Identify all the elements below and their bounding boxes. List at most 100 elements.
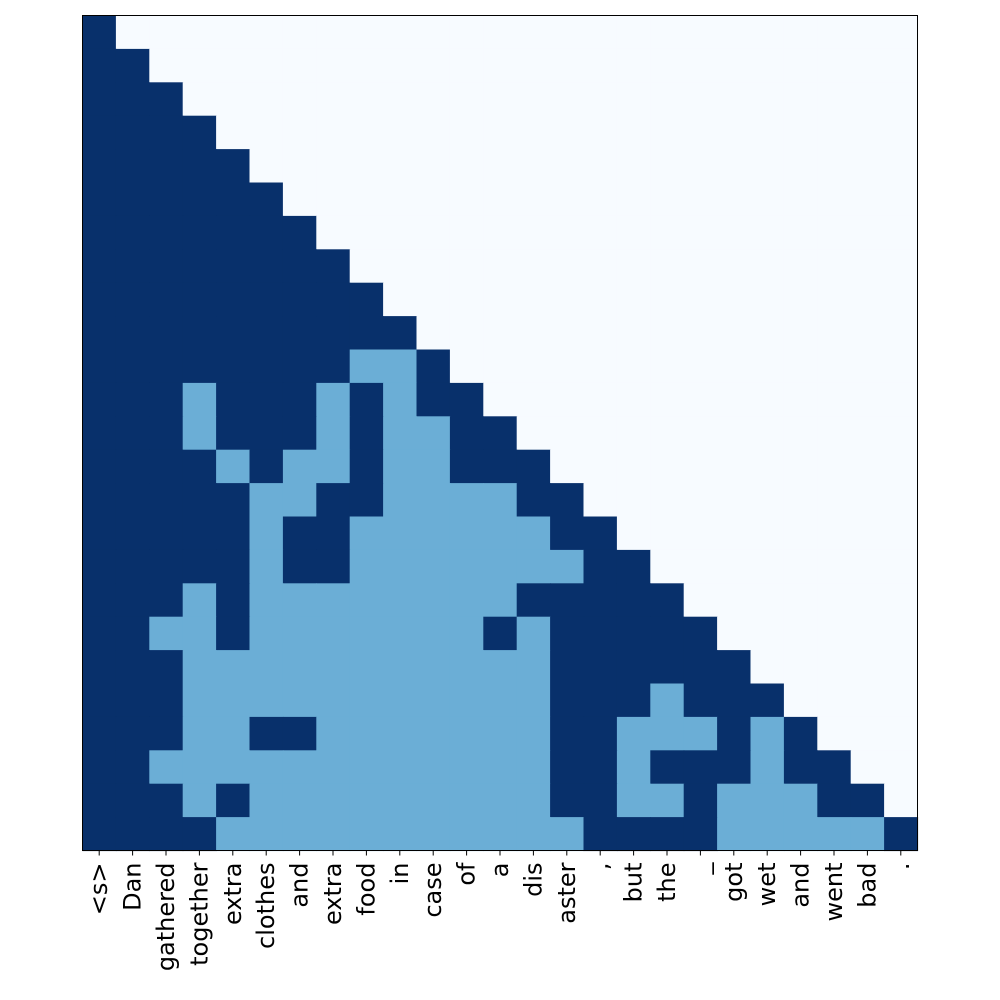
heatmap-cell (783, 282, 818, 317)
heatmap-cell (483, 650, 518, 685)
heatmap-cell (349, 783, 384, 818)
heatmap-cell (650, 650, 685, 685)
heatmap-cell (850, 416, 885, 451)
heatmap-cell (383, 182, 418, 217)
heatmap-cell (683, 115, 718, 150)
heatmap-cell (616, 549, 651, 584)
heatmap-cell (550, 215, 585, 250)
heatmap-cell (115, 149, 150, 184)
heatmap-cell (383, 15, 418, 50)
heatmap-cell (516, 750, 551, 785)
heatmap-cell (884, 316, 919, 351)
heatmap-cell (516, 516, 551, 551)
heatmap-cell (550, 783, 585, 818)
heatmap-cell (550, 449, 585, 484)
heatmap-cell (616, 249, 651, 284)
heatmap-cell (817, 48, 852, 83)
heatmap-cell (115, 215, 150, 250)
x-tick-label: got (720, 863, 748, 902)
heatmap-cell (282, 750, 317, 785)
heatmap-cell (115, 817, 150, 852)
heatmap-cell (149, 616, 184, 651)
heatmap-cell (783, 249, 818, 284)
heatmap-cell (483, 149, 518, 184)
x-tick-label: wet (753, 863, 781, 907)
heatmap-cell (483, 583, 518, 618)
heatmap-cell (249, 483, 284, 518)
heatmap-cell (583, 583, 618, 618)
heatmap-cell (817, 683, 852, 718)
heatmap-cell (516, 382, 551, 417)
heatmap-cell (750, 149, 785, 184)
heatmap-cell (850, 316, 885, 351)
heatmap-cell (817, 549, 852, 584)
heatmap-cell (249, 549, 284, 584)
heatmap-cell (249, 683, 284, 718)
heatmap-cell (616, 82, 651, 117)
heatmap-cell (750, 583, 785, 618)
x-axis-ticks (98, 850, 902, 856)
heatmap-cell (550, 349, 585, 384)
heatmap-cell (516, 483, 551, 518)
heatmap-cell (516, 817, 551, 852)
heatmap-cell (383, 449, 418, 484)
heatmap-cell (616, 349, 651, 384)
x-axis-tick-labels: <s> Dan gathered together extra clothes and ext… (85, 862, 915, 972)
heatmap-cell (216, 182, 251, 217)
heatmap-cell (249, 349, 284, 384)
x-tick-label: _ (686, 862, 714, 876)
heatmap-cell (149, 683, 184, 718)
heatmap-cell (82, 750, 117, 785)
x-tick-label: and (787, 863, 815, 908)
heatmap-cell (884, 416, 919, 451)
heatmap-cell (316, 817, 351, 852)
heatmap-cell (616, 750, 651, 785)
heatmap-cell (282, 115, 317, 150)
x-tick-label: dis (519, 863, 547, 897)
heatmap-cell (783, 215, 818, 250)
heatmap-cell (216, 817, 251, 852)
heatmap-cell (282, 716, 317, 751)
heatmap-cell (216, 449, 251, 484)
heatmap-cell (316, 516, 351, 551)
heatmap-cell (349, 416, 384, 451)
heatmap-cell (282, 282, 317, 317)
heatmap-cell (449, 650, 484, 685)
heatmap-cell (817, 483, 852, 518)
heatmap-cell (783, 149, 818, 184)
heatmap-cell (683, 449, 718, 484)
heatmap-cell (115, 316, 150, 351)
heatmap-cell (884, 683, 919, 718)
heatmap-cell (82, 583, 117, 618)
heatmap-cell (182, 215, 217, 250)
heatmap-cell (850, 48, 885, 83)
heatmap-cell (850, 583, 885, 618)
heatmap-cell (717, 48, 752, 83)
heatmap-cell (416, 750, 451, 785)
heatmap-cell (182, 48, 217, 83)
heatmap-cell (149, 449, 184, 484)
heatmap-cell (650, 683, 685, 718)
heatmap-cell (349, 282, 384, 317)
heatmap-cell (216, 750, 251, 785)
heatmap-cell (182, 82, 217, 117)
heatmap-cell (282, 82, 317, 117)
heatmap-cell (884, 382, 919, 417)
heatmap-cell (282, 683, 317, 718)
heatmap-cell (650, 449, 685, 484)
heatmap-cell (483, 616, 518, 651)
heatmap-cells (82, 15, 919, 852)
heatmap-cell (717, 483, 752, 518)
heatmap-cell (349, 549, 384, 584)
heatmap-cell (717, 683, 752, 718)
heatmap-cell (383, 249, 418, 284)
heatmap-cell (416, 249, 451, 284)
heatmap-cell (216, 583, 251, 618)
heatmap-cell (683, 48, 718, 83)
heatmap-cell (616, 616, 651, 651)
heatmap-cell (316, 249, 351, 284)
heatmap-cell (750, 249, 785, 284)
heatmap-cell (884, 549, 919, 584)
heatmap-cell (650, 316, 685, 351)
heatmap-cell (115, 783, 150, 818)
